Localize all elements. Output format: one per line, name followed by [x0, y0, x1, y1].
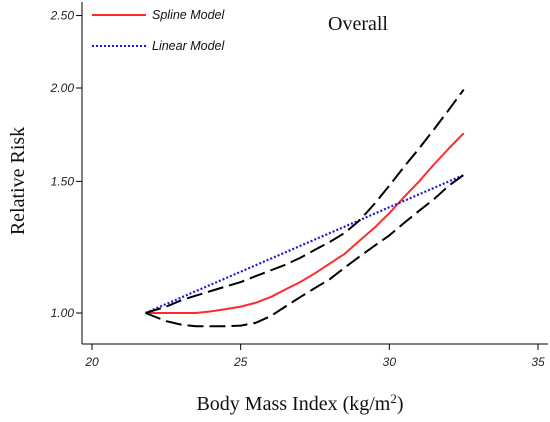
y-tick-label: 2.50 [50, 9, 75, 23]
y-tick-label: 1.00 [51, 306, 75, 320]
y-tick-label: 2.00 [50, 81, 75, 95]
chart-title: Overall [328, 13, 388, 35]
x-axis-title-main: Body Mass Index (kg/m [196, 393, 390, 415]
linear-model-line [145, 173, 465, 315]
x-tick-label: 35 [531, 355, 545, 369]
y-tick-label: 1.50 [51, 174, 75, 188]
x-axis-title: Body Mass Index (kg/m2) [196, 391, 403, 416]
plot-axes [81, 2, 548, 345]
legend: Spline Model Linear Model [92, 8, 225, 53]
legend-label-spline: Spline Model [152, 8, 225, 22]
legend-label-linear: Linear Model [152, 39, 225, 53]
x-tick-label: 20 [84, 355, 99, 369]
lower-ci-line [145, 174, 465, 328]
x-axis-ticks: 20 25 30 35 [84, 344, 545, 369]
spline-model-line [145, 132, 465, 314]
y-axis-title: Relative Risk [7, 127, 29, 235]
x-axis-title-suffix: ) [397, 393, 404, 415]
y-axis-ticks: 1.00 1.50 2.00 2.50 [50, 9, 82, 320]
series-layer [145, 89, 465, 328]
upper-ci-line [145, 89, 465, 314]
x-axis-title-superscript: 2 [390, 391, 397, 406]
x-tick-label: 30 [383, 355, 397, 369]
x-tick-label: 25 [233, 355, 248, 369]
